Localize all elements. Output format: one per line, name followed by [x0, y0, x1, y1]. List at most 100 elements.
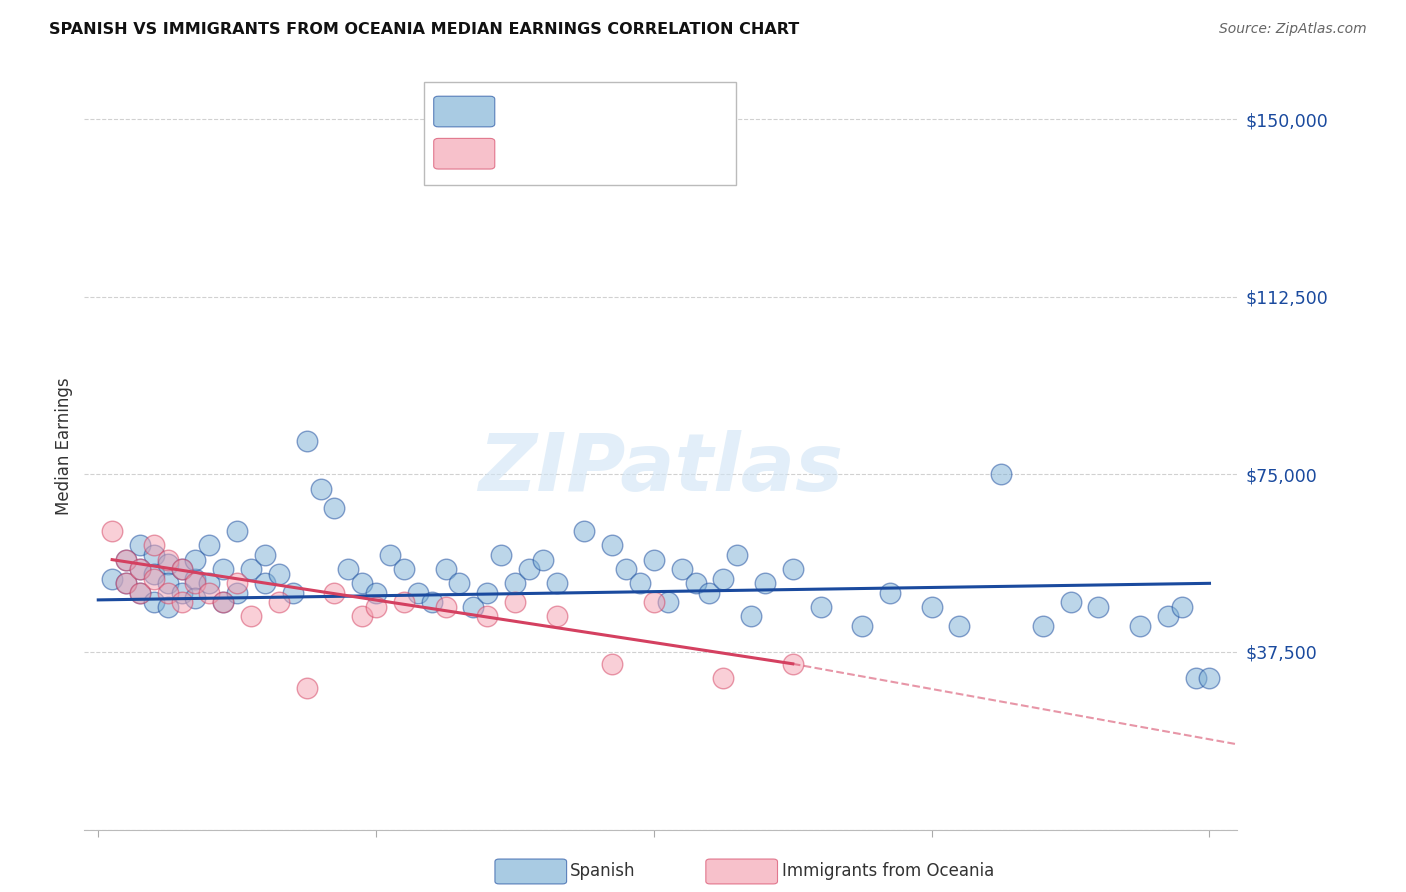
Point — [115, 576, 138, 591]
Point — [671, 562, 693, 576]
Point — [711, 671, 734, 685]
Point — [364, 599, 387, 614]
Point — [392, 595, 415, 609]
Point — [782, 562, 804, 576]
Point — [406, 586, 429, 600]
Point — [226, 586, 249, 600]
Point — [198, 576, 221, 591]
Text: R = -0.413: R = -0.413 — [503, 145, 609, 162]
Point — [352, 576, 374, 591]
Point — [198, 586, 221, 600]
Point — [352, 609, 374, 624]
Point — [156, 558, 179, 572]
Text: SPANISH VS IMMIGRANTS FROM OCEANIA MEDIAN EARNINGS CORRELATION CHART: SPANISH VS IMMIGRANTS FROM OCEANIA MEDIA… — [49, 22, 800, 37]
Point — [754, 576, 776, 591]
Point — [309, 482, 332, 496]
Point — [463, 599, 485, 614]
Point — [184, 576, 207, 591]
Text: Spanish: Spanish — [569, 863, 636, 880]
Point — [115, 552, 138, 566]
Point — [170, 562, 193, 576]
Point — [503, 576, 526, 591]
Text: N = 30: N = 30 — [626, 145, 693, 162]
Point — [142, 538, 165, 552]
Point — [600, 657, 623, 671]
Point — [614, 562, 637, 576]
Point — [240, 562, 263, 576]
Point — [212, 595, 235, 609]
Point — [643, 552, 665, 566]
Point — [782, 657, 804, 671]
Point — [170, 586, 193, 600]
Point — [281, 586, 304, 600]
Point — [489, 548, 512, 562]
Point — [129, 586, 152, 600]
Point — [129, 562, 152, 576]
Point — [392, 562, 415, 576]
Point — [170, 562, 193, 576]
Point — [170, 595, 193, 609]
Text: Source: ZipAtlas.com: Source: ZipAtlas.com — [1219, 22, 1367, 37]
Point — [142, 566, 165, 581]
Point — [600, 538, 623, 552]
Point — [129, 538, 152, 552]
Point — [434, 562, 457, 576]
Point — [142, 572, 165, 586]
Point — [142, 548, 165, 562]
Point — [574, 524, 596, 539]
Point — [657, 595, 679, 609]
Point — [1184, 671, 1206, 685]
Point — [711, 572, 734, 586]
Point — [226, 524, 249, 539]
Point — [323, 500, 346, 515]
Point — [449, 576, 471, 591]
Point — [378, 548, 401, 562]
Point — [184, 572, 207, 586]
FancyBboxPatch shape — [433, 96, 495, 127]
Point — [851, 619, 873, 633]
Point — [184, 552, 207, 566]
Y-axis label: Median Earnings: Median Earnings — [55, 377, 73, 515]
Point — [1170, 599, 1192, 614]
Point — [699, 586, 721, 600]
Point — [212, 595, 235, 609]
Point — [740, 609, 762, 624]
Point — [198, 538, 221, 552]
Point — [295, 681, 318, 695]
Point — [685, 576, 707, 591]
Point — [267, 595, 290, 609]
Point — [156, 586, 179, 600]
FancyBboxPatch shape — [433, 138, 495, 169]
Point — [1059, 595, 1081, 609]
Text: R = 0.064: R = 0.064 — [503, 103, 600, 120]
Point — [156, 599, 179, 614]
Point — [477, 609, 499, 624]
Point — [156, 576, 179, 591]
Text: ZIPatlas: ZIPatlas — [478, 430, 844, 508]
Point — [1157, 609, 1180, 624]
Point — [212, 562, 235, 576]
Point — [531, 552, 554, 566]
Point — [323, 586, 346, 600]
Point — [337, 562, 360, 576]
Text: Immigrants from Oceania: Immigrants from Oceania — [782, 863, 994, 880]
Point — [546, 576, 568, 591]
Point — [1087, 599, 1109, 614]
Point — [156, 552, 179, 566]
Point — [643, 595, 665, 609]
Point — [948, 619, 970, 633]
Point — [503, 595, 526, 609]
Point — [115, 576, 138, 591]
Point — [142, 595, 165, 609]
Point — [725, 548, 748, 562]
Point — [477, 586, 499, 600]
Point — [101, 572, 124, 586]
Point — [546, 609, 568, 624]
Point — [295, 434, 318, 449]
Point — [226, 576, 249, 591]
Point — [879, 586, 901, 600]
Point — [921, 599, 943, 614]
Point — [1129, 619, 1152, 633]
Point — [267, 566, 290, 581]
Point — [810, 599, 832, 614]
